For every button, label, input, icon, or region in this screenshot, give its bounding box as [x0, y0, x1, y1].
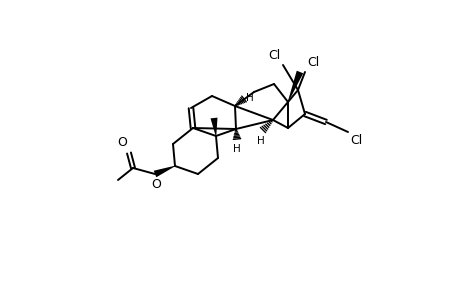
Text: Cl: Cl [306, 56, 319, 69]
Text: H: H [246, 93, 253, 103]
Polygon shape [287, 71, 302, 102]
Text: H: H [257, 136, 264, 146]
Text: Cl: Cl [349, 134, 362, 147]
Polygon shape [210, 118, 217, 136]
Text: O: O [117, 136, 127, 149]
Text: O: O [151, 178, 161, 191]
Polygon shape [153, 166, 175, 177]
Text: Cl: Cl [268, 49, 280, 62]
Text: H: H [233, 144, 241, 154]
